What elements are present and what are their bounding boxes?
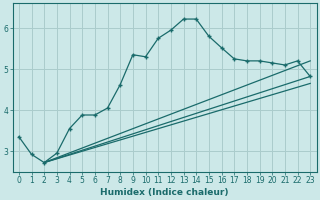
X-axis label: Humidex (Indice chaleur): Humidex (Indice chaleur): [100, 188, 229, 197]
